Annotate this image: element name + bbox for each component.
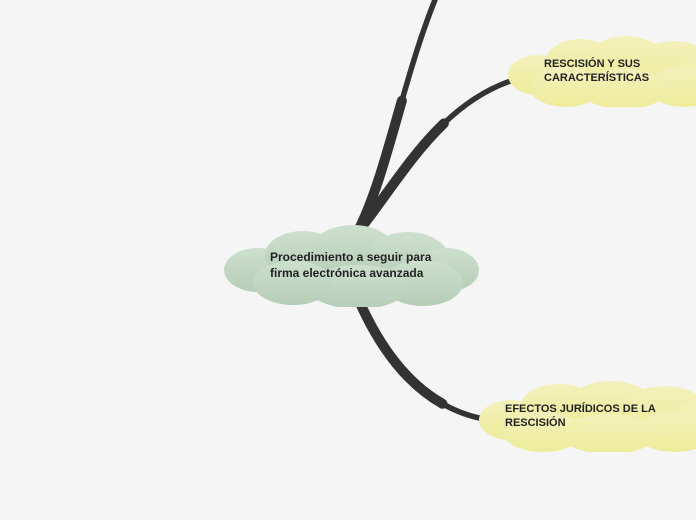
- center-node-label: Procedimiento a seguir para firma electr…: [270, 250, 431, 281]
- top-right-node[interactable]: RESCISIÓN Y SUS CARACTERÍSTICAS: [504, 35, 696, 107]
- mindmap-canvas: Procedimiento a seguir para firma electr…: [0, 0, 696, 520]
- top-right-node-label: RESCISIÓN Y SUS CARACTERÍSTICAS: [544, 57, 649, 86]
- bottom-right-node[interactable]: EFECTOS JURÍDICOS DE LA RESCISIÓN: [475, 380, 696, 452]
- center-node[interactable]: Procedimiento a seguir para firma electr…: [218, 225, 481, 307]
- bottom-right-node-label: EFECTOS JURÍDICOS DE LA RESCISIÓN: [505, 402, 656, 431]
